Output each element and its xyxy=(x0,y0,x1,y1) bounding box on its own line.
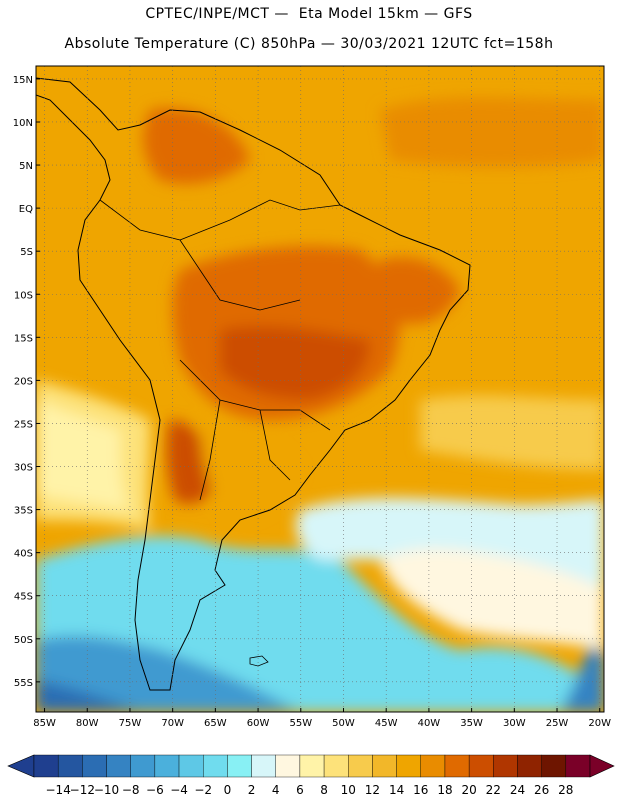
lat-tick-label: 20S xyxy=(14,376,33,387)
colorbar-label: 14 xyxy=(389,783,404,797)
map-title: CPTEC/INPE/MCT — Eta Model 15km — GFS xyxy=(145,6,473,22)
colorbar-label: −8 xyxy=(122,783,140,797)
colorbar-swatch xyxy=(444,754,470,778)
colorbar-label: −10 xyxy=(94,783,119,797)
colorbar-swatch xyxy=(82,754,107,778)
lat-tick-label: 5S xyxy=(20,247,33,258)
grid-lines xyxy=(36,66,604,712)
map-subtitle: Absolute Temperature (C) 850hPa — 30/03/… xyxy=(64,36,554,52)
lon-tick-label: 35W xyxy=(460,718,483,729)
lon-tick-label: 70W xyxy=(161,718,184,729)
colorbar-swatch xyxy=(203,754,228,778)
colorbar-swatch xyxy=(541,754,567,778)
colorbar-swatch xyxy=(323,754,349,778)
lon-tick-label: 45W xyxy=(375,718,398,729)
lat-tick-label: 45S xyxy=(14,592,33,603)
colorbar-label: 10 xyxy=(341,783,356,797)
lat-tick-label: 25S xyxy=(14,419,33,430)
lat-tick-label: 40S xyxy=(14,549,33,560)
colorbar-swatch xyxy=(517,754,542,778)
lat-tick-label: 30S xyxy=(14,463,33,474)
colorbar-swatch xyxy=(372,754,397,778)
colorbar-label: 0 xyxy=(224,783,232,797)
country-borders xyxy=(99,199,341,501)
lat-tick-label: 10S xyxy=(14,290,33,301)
colorbar-label: −14 xyxy=(46,783,71,797)
lat-tick-label: 15N xyxy=(13,75,33,86)
colorbar-label: 8 xyxy=(320,783,328,797)
colorbar-label: −4 xyxy=(170,783,188,797)
lat-tick-label: EQ xyxy=(19,204,33,215)
lon-tick-label: 55W xyxy=(289,718,312,729)
colorbar-label: −12 xyxy=(70,783,95,797)
colorbar-swatch xyxy=(275,754,301,778)
lat-tick-label: 35S xyxy=(14,506,33,517)
coastline xyxy=(36,77,471,691)
temperature-field xyxy=(36,66,604,712)
lon-tick-label: 40W xyxy=(418,718,441,729)
colorbar-label: 26 xyxy=(534,783,549,797)
colorbar-swatch xyxy=(396,754,421,778)
lon-tick-label: 50W xyxy=(332,718,355,729)
colorbar-swatch xyxy=(178,754,204,778)
colorbar-label: −2 xyxy=(194,783,212,797)
colorbar-swatch xyxy=(106,754,131,778)
lat-tick-label: 50S xyxy=(14,635,33,646)
colorbar-swatch xyxy=(57,754,83,778)
colorbar-label: 16 xyxy=(413,783,428,797)
lon-tick-label: 65W xyxy=(204,718,227,729)
lon-tick-label: 75W xyxy=(119,718,142,729)
colorbar-swatch xyxy=(493,754,518,778)
falkland-islands xyxy=(249,655,269,667)
colorbar-label: 20 xyxy=(461,783,476,797)
colorbar: −14−12−10 −8 −6 −4 −2 0 2 4 6 8 10 12 14 16 18 20 22 24 26… xyxy=(7,754,615,797)
lat-tick-label: 55S xyxy=(14,678,33,689)
map-frame xyxy=(35,65,605,713)
lon-tick-label: 60W xyxy=(247,718,270,729)
lon-tick-label: 80W xyxy=(76,718,99,729)
lon-tick-label: 20W xyxy=(588,718,611,729)
colorbar-label: 6 xyxy=(296,783,304,797)
lat-tick-label: 5N xyxy=(19,161,33,172)
colorbar-label: 12 xyxy=(365,783,380,797)
lon-axis: 85W 80W 75W 70W 65W 60W 55W 50W 45W 40W 35W 30W 25W 2… xyxy=(33,708,611,729)
lat-tick-label: 15S xyxy=(14,333,33,344)
colorbar-swatch xyxy=(33,754,59,778)
colorbar-label: 18 xyxy=(437,783,452,797)
colorbar-right-arrow xyxy=(589,754,615,778)
colorbar-swatch xyxy=(130,754,156,778)
colorbar-swatch xyxy=(420,754,446,778)
colorbar-label: 22 xyxy=(486,783,501,797)
colorbar-swatch xyxy=(565,754,591,778)
colorbar-swatch xyxy=(251,754,276,778)
colorbar-label: 2 xyxy=(248,783,256,797)
colorbar-swatch xyxy=(227,754,252,778)
colorbar-label: −6 xyxy=(146,783,164,797)
lon-tick-label: 85W xyxy=(33,718,56,729)
lon-tick-label: 30W xyxy=(503,718,526,729)
lat-tick-label: 10N xyxy=(13,118,33,129)
colorbar-label: 4 xyxy=(272,783,280,797)
colorbar-swatch xyxy=(348,754,373,778)
colorbar-label: 28 xyxy=(558,783,573,797)
lon-tick-label: 25W xyxy=(546,718,569,729)
colorbar-swatch xyxy=(468,754,494,778)
colorbar-swatch xyxy=(154,754,180,778)
lat-axis: 15N 10N 5N EQ 5S 10S 15S 20S 25S 30S 35S 40S 45S 50S 5… xyxy=(13,75,40,689)
colorbar-label: 24 xyxy=(510,783,525,797)
colorbar-left-arrow xyxy=(7,754,35,778)
colorbar-swatch xyxy=(299,754,325,778)
